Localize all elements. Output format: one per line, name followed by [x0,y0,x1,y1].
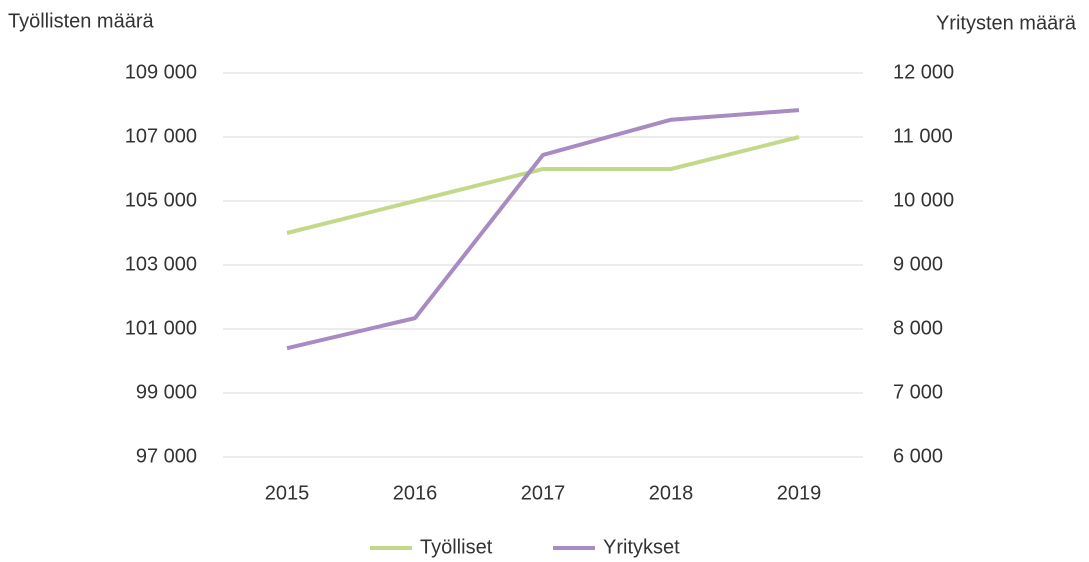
y-tick-label: 105 000 [125,189,197,211]
y2-tick-label: 10 000 [893,189,954,211]
y2-tick-label: 9 000 [893,253,943,275]
y-tick-label: 97 000 [136,445,197,467]
y-tick-label: 107 000 [125,125,197,147]
y-tick-label: 103 000 [125,253,197,275]
y2-tick-label: 12 000 [893,61,954,83]
x-tick-label: 2018 [649,482,694,504]
series-line [286,108,800,351]
y2-tick-label: 11 000 [893,125,953,147]
x-tick-label: 2019 [777,482,822,504]
x-tick-label: 2017 [521,482,566,504]
legend-label: Työlliset [420,536,493,558]
y2-tick-label: 8 000 [893,317,943,339]
y2-axis-title: Yritysten määrä [936,12,1077,34]
series-line [286,135,800,235]
y-tick-label: 99 000 [136,381,197,403]
legend-label: Yritykset [603,536,680,558]
y-tick-label: 101 000 [125,317,197,339]
x-tick-label: 2016 [393,482,438,504]
y-axis-title: Työllisten määrä [8,10,154,32]
y2-tick-label: 7 000 [893,381,943,403]
y2-tick-label: 6 000 [893,445,943,467]
x-tick-label: 2015 [265,482,310,504]
y-tick-label: 109 000 [125,61,197,83]
